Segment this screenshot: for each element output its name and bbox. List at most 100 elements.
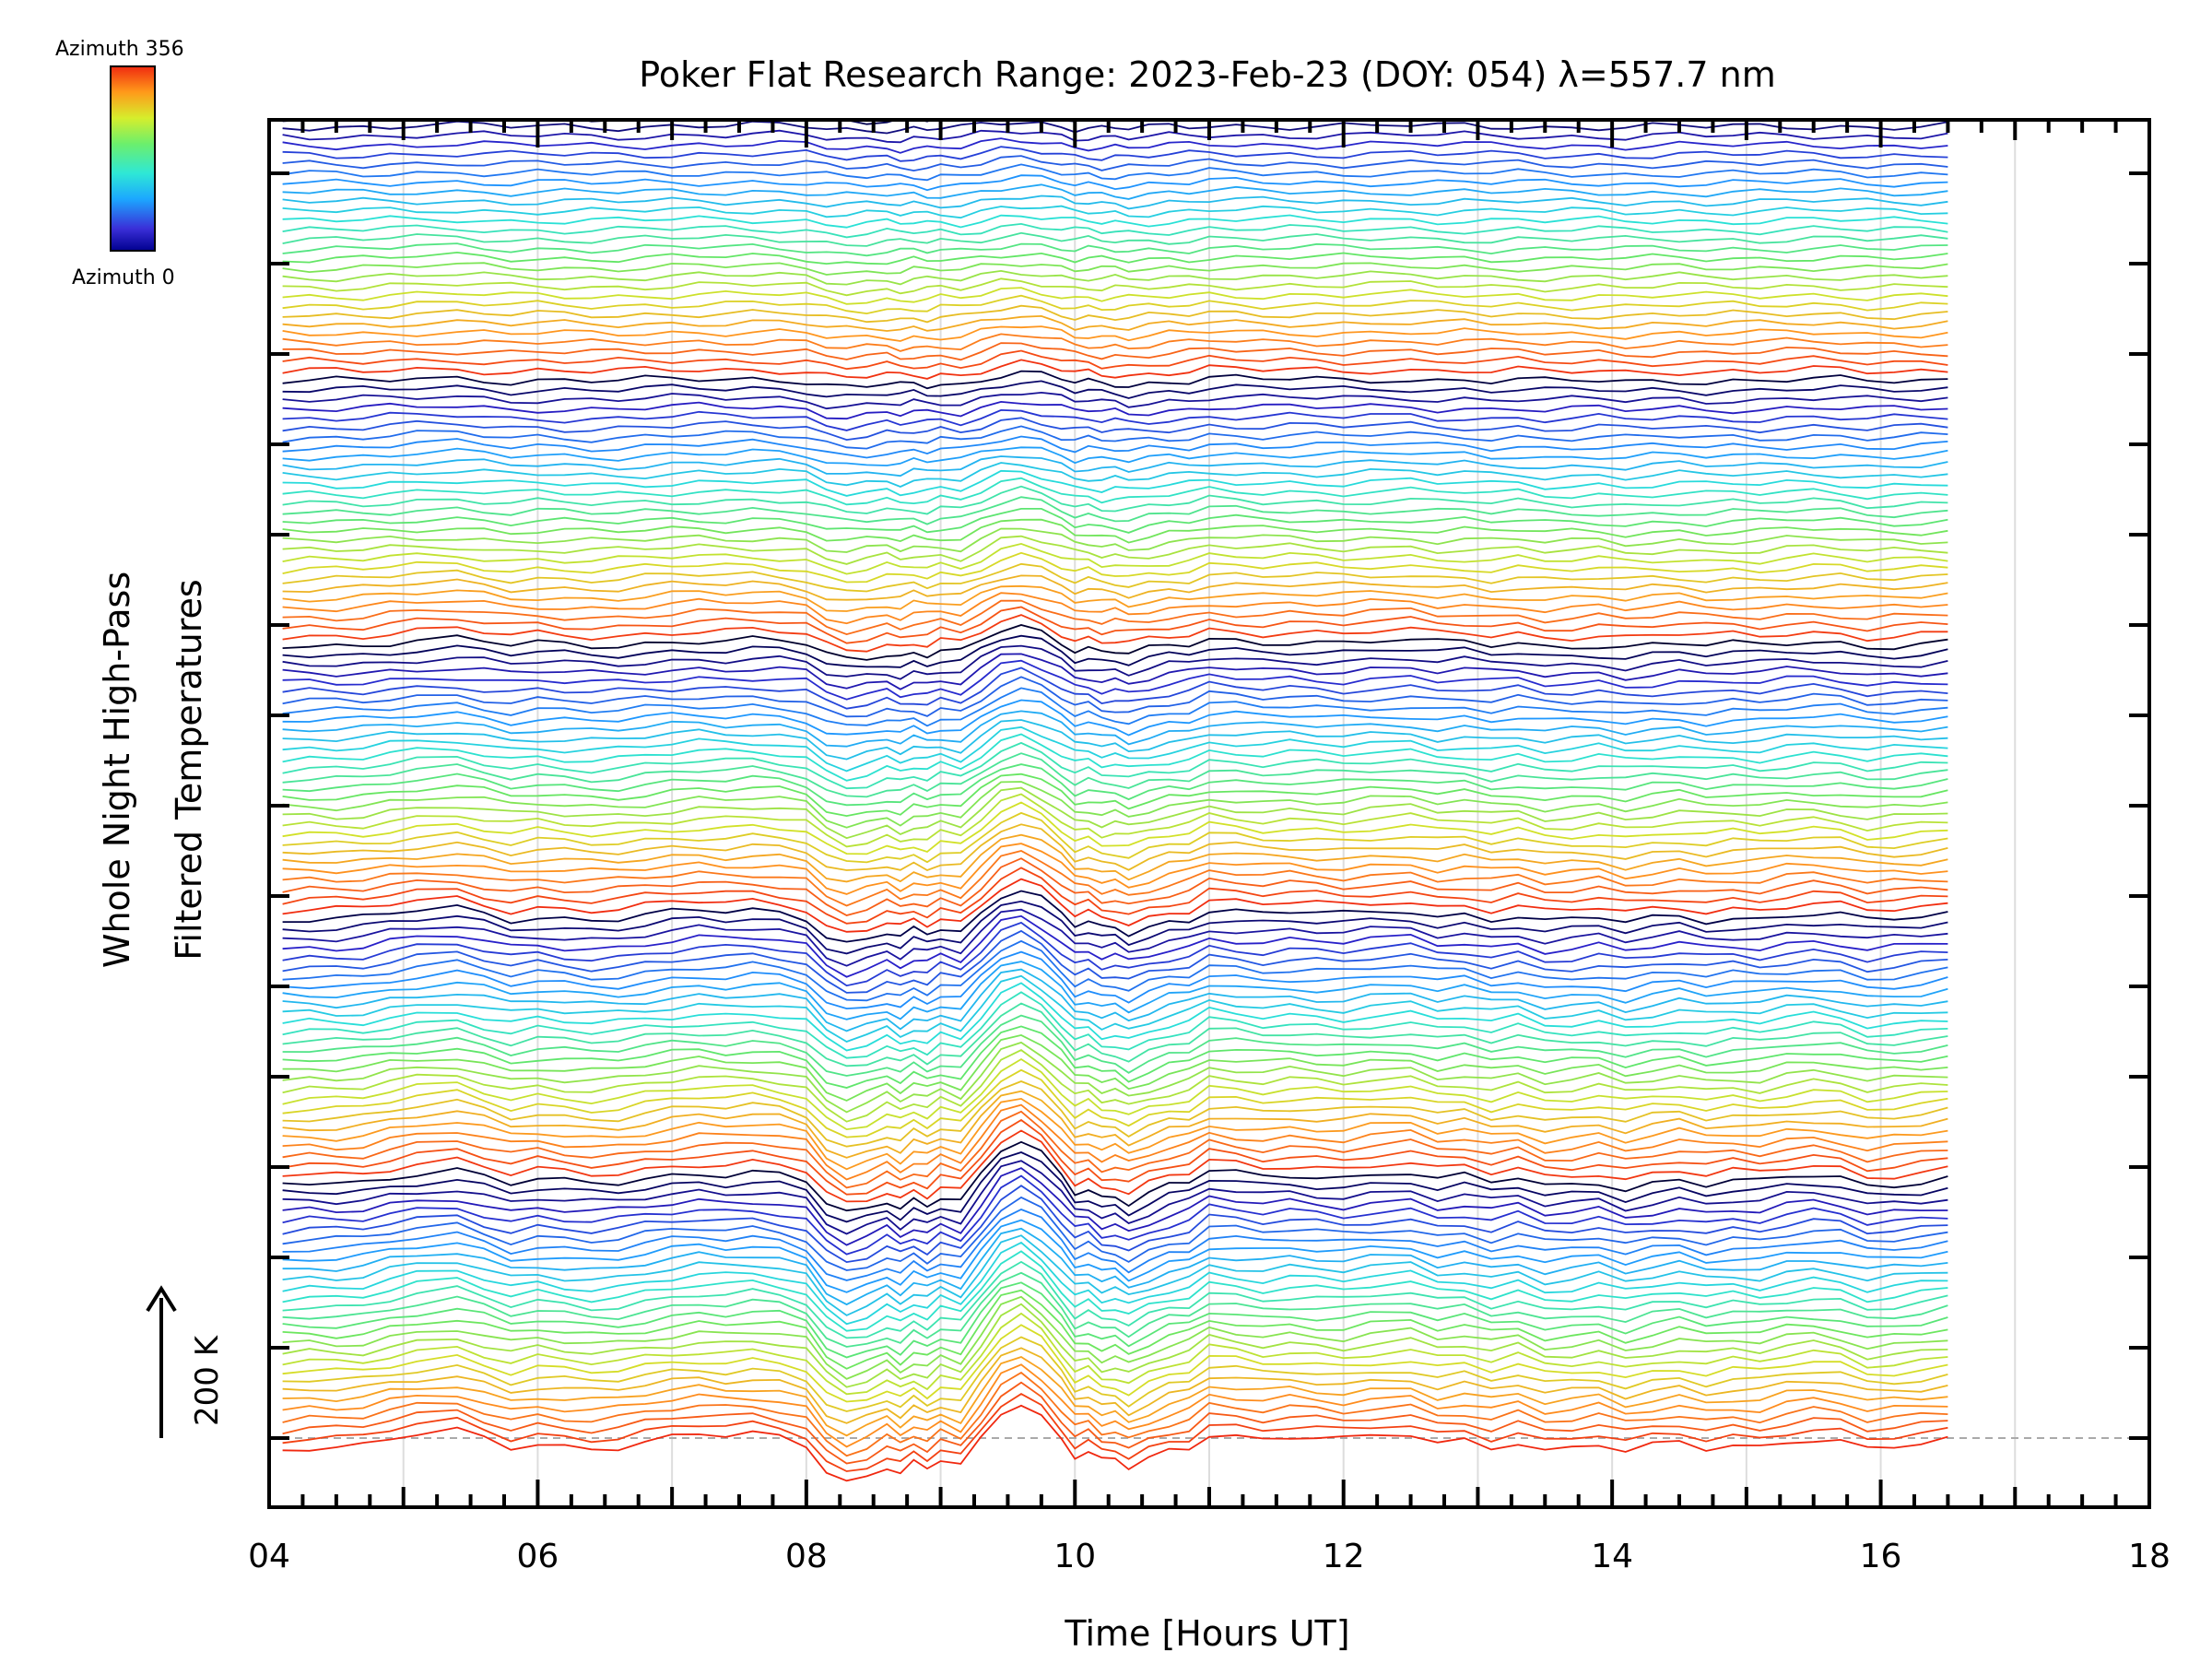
azimuth-series-line xyxy=(282,1289,1948,1370)
azimuth-series-line xyxy=(282,1068,1948,1138)
azimuth-series-line xyxy=(282,1356,1948,1437)
azimuth-series-line xyxy=(282,527,1948,553)
azimuth-series-line xyxy=(282,562,1948,593)
x-tick-label: 10 xyxy=(1053,1538,1096,1575)
azimuth-series-line xyxy=(282,833,1948,883)
azimuth-series-line xyxy=(282,1129,1948,1203)
azimuth-series-line xyxy=(282,666,1948,710)
azimuth-series-line xyxy=(282,325,1948,342)
azimuth-series-line xyxy=(282,741,1948,790)
azimuth-series-line xyxy=(282,982,1948,1052)
azimuth-series-line xyxy=(282,251,1948,265)
azimuth-series-line xyxy=(282,624,1948,661)
azimuth-series-line xyxy=(282,455,1948,478)
azimuth-series-line xyxy=(282,518,1948,544)
series-layer xyxy=(282,120,1948,1482)
colorbar-bottom-label: Azimuth 0 xyxy=(72,266,175,289)
azimuth-series-line xyxy=(282,349,1948,371)
azimuth-series-line xyxy=(282,1110,1948,1189)
azimuth-series-line xyxy=(282,1404,1948,1482)
azimuth-series-line xyxy=(282,1025,1948,1089)
azimuth-series-line xyxy=(282,508,1948,534)
azimuth-series-line xyxy=(282,1057,1948,1131)
azimuth-series-line xyxy=(282,1167,1948,1246)
x-tick-labels: 04 06 08 10 12 14 16 18 xyxy=(248,1538,2171,1575)
azimuth-series-line xyxy=(282,606,1948,644)
azimuth-series-line xyxy=(282,462,1948,488)
azimuth-series-line xyxy=(282,304,1948,324)
scale-label: 200 K xyxy=(189,1334,226,1426)
azimuth-series-line xyxy=(282,857,1948,916)
azimuth-series-line xyxy=(282,733,1948,782)
azimuth-series-line xyxy=(282,1151,1948,1223)
azimuth-series-line xyxy=(282,269,1948,286)
azimuth-series-line xyxy=(282,1227,1948,1306)
azimuth-series-line xyxy=(282,1049,1948,1123)
azimuth-series-line xyxy=(282,763,1948,807)
azimuth-series-line xyxy=(282,183,1948,200)
azimuth-series-line xyxy=(282,277,1948,297)
azimuth-series-line xyxy=(282,1103,1948,1181)
azimuth-series-line xyxy=(282,1336,1948,1412)
azimuth-series-line xyxy=(282,1347,1948,1424)
azimuth-series-line xyxy=(282,1196,1948,1271)
azimuth-series-line xyxy=(282,551,1948,584)
azimuth-series-line xyxy=(282,294,1948,315)
y-axis-label-line1: Whole Night High-Pass xyxy=(97,572,137,968)
azimuth-series-line xyxy=(282,811,1948,864)
azimuth-series-line xyxy=(282,120,1899,125)
azimuth-series-line xyxy=(282,890,1948,943)
azimuth-series-line xyxy=(282,469,1948,497)
azimuth-series-line xyxy=(282,1295,1948,1380)
azimuth-series-line xyxy=(282,1234,1948,1316)
azimuth-series-line xyxy=(282,205,1948,219)
azimuth-series-line xyxy=(282,914,1948,978)
azimuth-series-line xyxy=(282,1002,1948,1067)
azimuth-series-line xyxy=(282,781,1948,829)
azimuth-series-line xyxy=(282,1312,1948,1396)
azimuth-series-line xyxy=(282,719,1948,761)
azimuth-series-line xyxy=(282,163,1948,182)
x-tick-label: 18 xyxy=(2128,1538,2171,1575)
x-tick-label: 14 xyxy=(1591,1538,1633,1575)
azimuth-series-line xyxy=(282,773,1948,818)
azimuth-series-line xyxy=(282,1185,1948,1264)
azimuth-series-line xyxy=(282,391,1948,410)
azimuth-series-line xyxy=(282,146,1948,162)
azimuth-series-line xyxy=(282,446,1948,466)
azimuth-series-line xyxy=(282,584,1948,612)
azimuth-series-line xyxy=(282,908,1948,967)
azimuth-series-line xyxy=(282,400,1948,420)
x-tick-label: 04 xyxy=(248,1538,290,1575)
scale-arrow-icon xyxy=(146,1285,177,1313)
azimuth-series-line xyxy=(282,195,1948,210)
azimuth-series-line xyxy=(282,687,1948,727)
azimuth-series-line xyxy=(282,333,1948,352)
azimuth-series-line xyxy=(282,867,1948,925)
azimuth-series-line xyxy=(282,599,1948,636)
azimuth-series-line xyxy=(282,155,1948,172)
azimuth-series-line xyxy=(282,342,1948,361)
azimuth-series-line xyxy=(282,1174,1948,1256)
azimuth-series-line xyxy=(282,793,1948,848)
azimuth-series-line xyxy=(282,408,1948,431)
azimuth-series-line xyxy=(282,786,1948,840)
azimuth-series-line xyxy=(282,653,1948,690)
azimuth-series-line xyxy=(282,659,1948,701)
azimuth-series-line xyxy=(282,900,1948,955)
azimuth-series-line xyxy=(282,380,1948,399)
azimuth-series-line xyxy=(282,1271,1948,1348)
azimuth-series-line xyxy=(282,242,1948,257)
azimuth-series-line xyxy=(282,542,1948,575)
azimuth-series-line xyxy=(282,921,1948,987)
azimuth-series-line xyxy=(282,137,1948,154)
azimuth-series-line xyxy=(282,1219,1948,1293)
azimuth-series-line xyxy=(282,1241,1948,1326)
azimuth-series-line xyxy=(282,359,1948,380)
azimuth-series-line xyxy=(282,1140,1948,1212)
azimuth-series-line xyxy=(282,120,1948,135)
azimuth-series-line xyxy=(282,843,1948,895)
azimuth-series-line xyxy=(282,1281,1948,1359)
azimuth-series-line xyxy=(282,676,1948,718)
